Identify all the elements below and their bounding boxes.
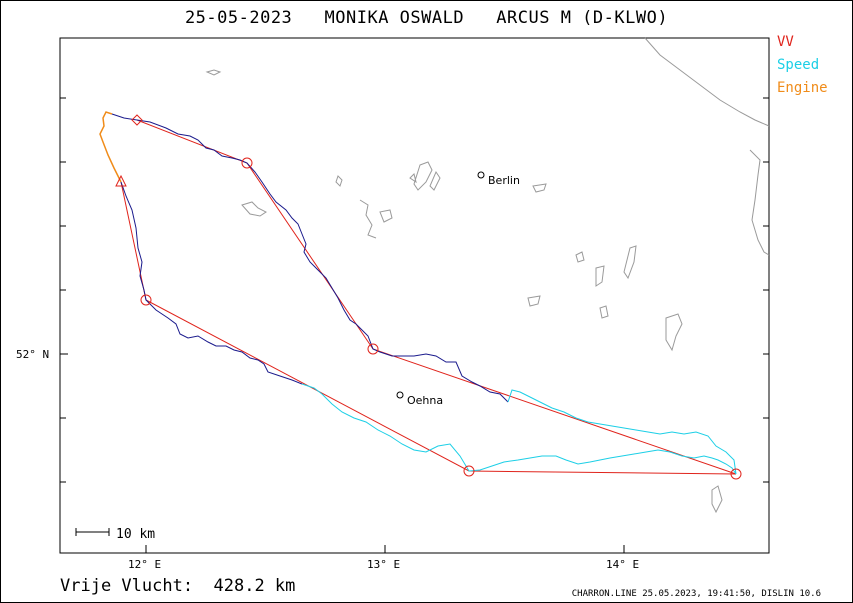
x-tick-label-13e: 13° E <box>367 558 400 571</box>
title-aircraft: ARCUS M (D-KLWO) <box>496 8 669 28</box>
plot-area <box>59 37 770 554</box>
scale-bar: 10 km <box>75 527 155 542</box>
turnpoint-marker <box>241 157 253 169</box>
turnpoints <box>115 114 742 480</box>
footer-metadata: CHARRON.LINE 25.05.2023, 19:41:50, DISLI… <box>571 589 821 599</box>
chart-title: 25-05-2023 MONIKA OSWALD ARCUS M (D-KLWO… <box>0 8 853 28</box>
start-marker-icon <box>131 114 143 126</box>
turnpoint-marker <box>367 343 379 355</box>
turnpoint-marker <box>463 465 475 477</box>
track-climb-segment-north <box>111 113 509 403</box>
title-date: 25-05-2023 <box>184 8 293 28</box>
y-tick-label-52n: 52° N <box>16 348 49 361</box>
x-tick-label-12e: 12° E <box>128 558 161 571</box>
title-pilot: MONIKA OSWALD <box>324 8 465 28</box>
legend-speed: Speed <box>777 57 820 73</box>
track-engine-segment <box>99 111 122 183</box>
task-line <box>120 119 737 475</box>
city-label-berlin: Berlin <box>488 174 520 187</box>
city-marker-berlin <box>477 171 485 179</box>
coastline-and-lakes <box>205 37 770 514</box>
track-climb-segment-west <box>120 181 303 385</box>
track-speed-segment <box>301 383 737 475</box>
scale-bar-label: 10 km <box>116 527 155 542</box>
turnpoint-marker <box>140 294 152 306</box>
legend-engine: Engine <box>777 80 828 96</box>
city-marker-oehna <box>396 391 404 399</box>
turnpoint-marker <box>730 468 742 480</box>
distance-summary: Vrije Vlucht: 428.2 km <box>60 576 296 596</box>
axis-ticks <box>60 97 769 553</box>
x-tick-label-14e: 14° E <box>606 558 639 571</box>
legend-vv: VV <box>777 34 794 50</box>
city-label-oehna: Oehna <box>407 394 443 407</box>
finish-marker-icon <box>115 174 127 187</box>
